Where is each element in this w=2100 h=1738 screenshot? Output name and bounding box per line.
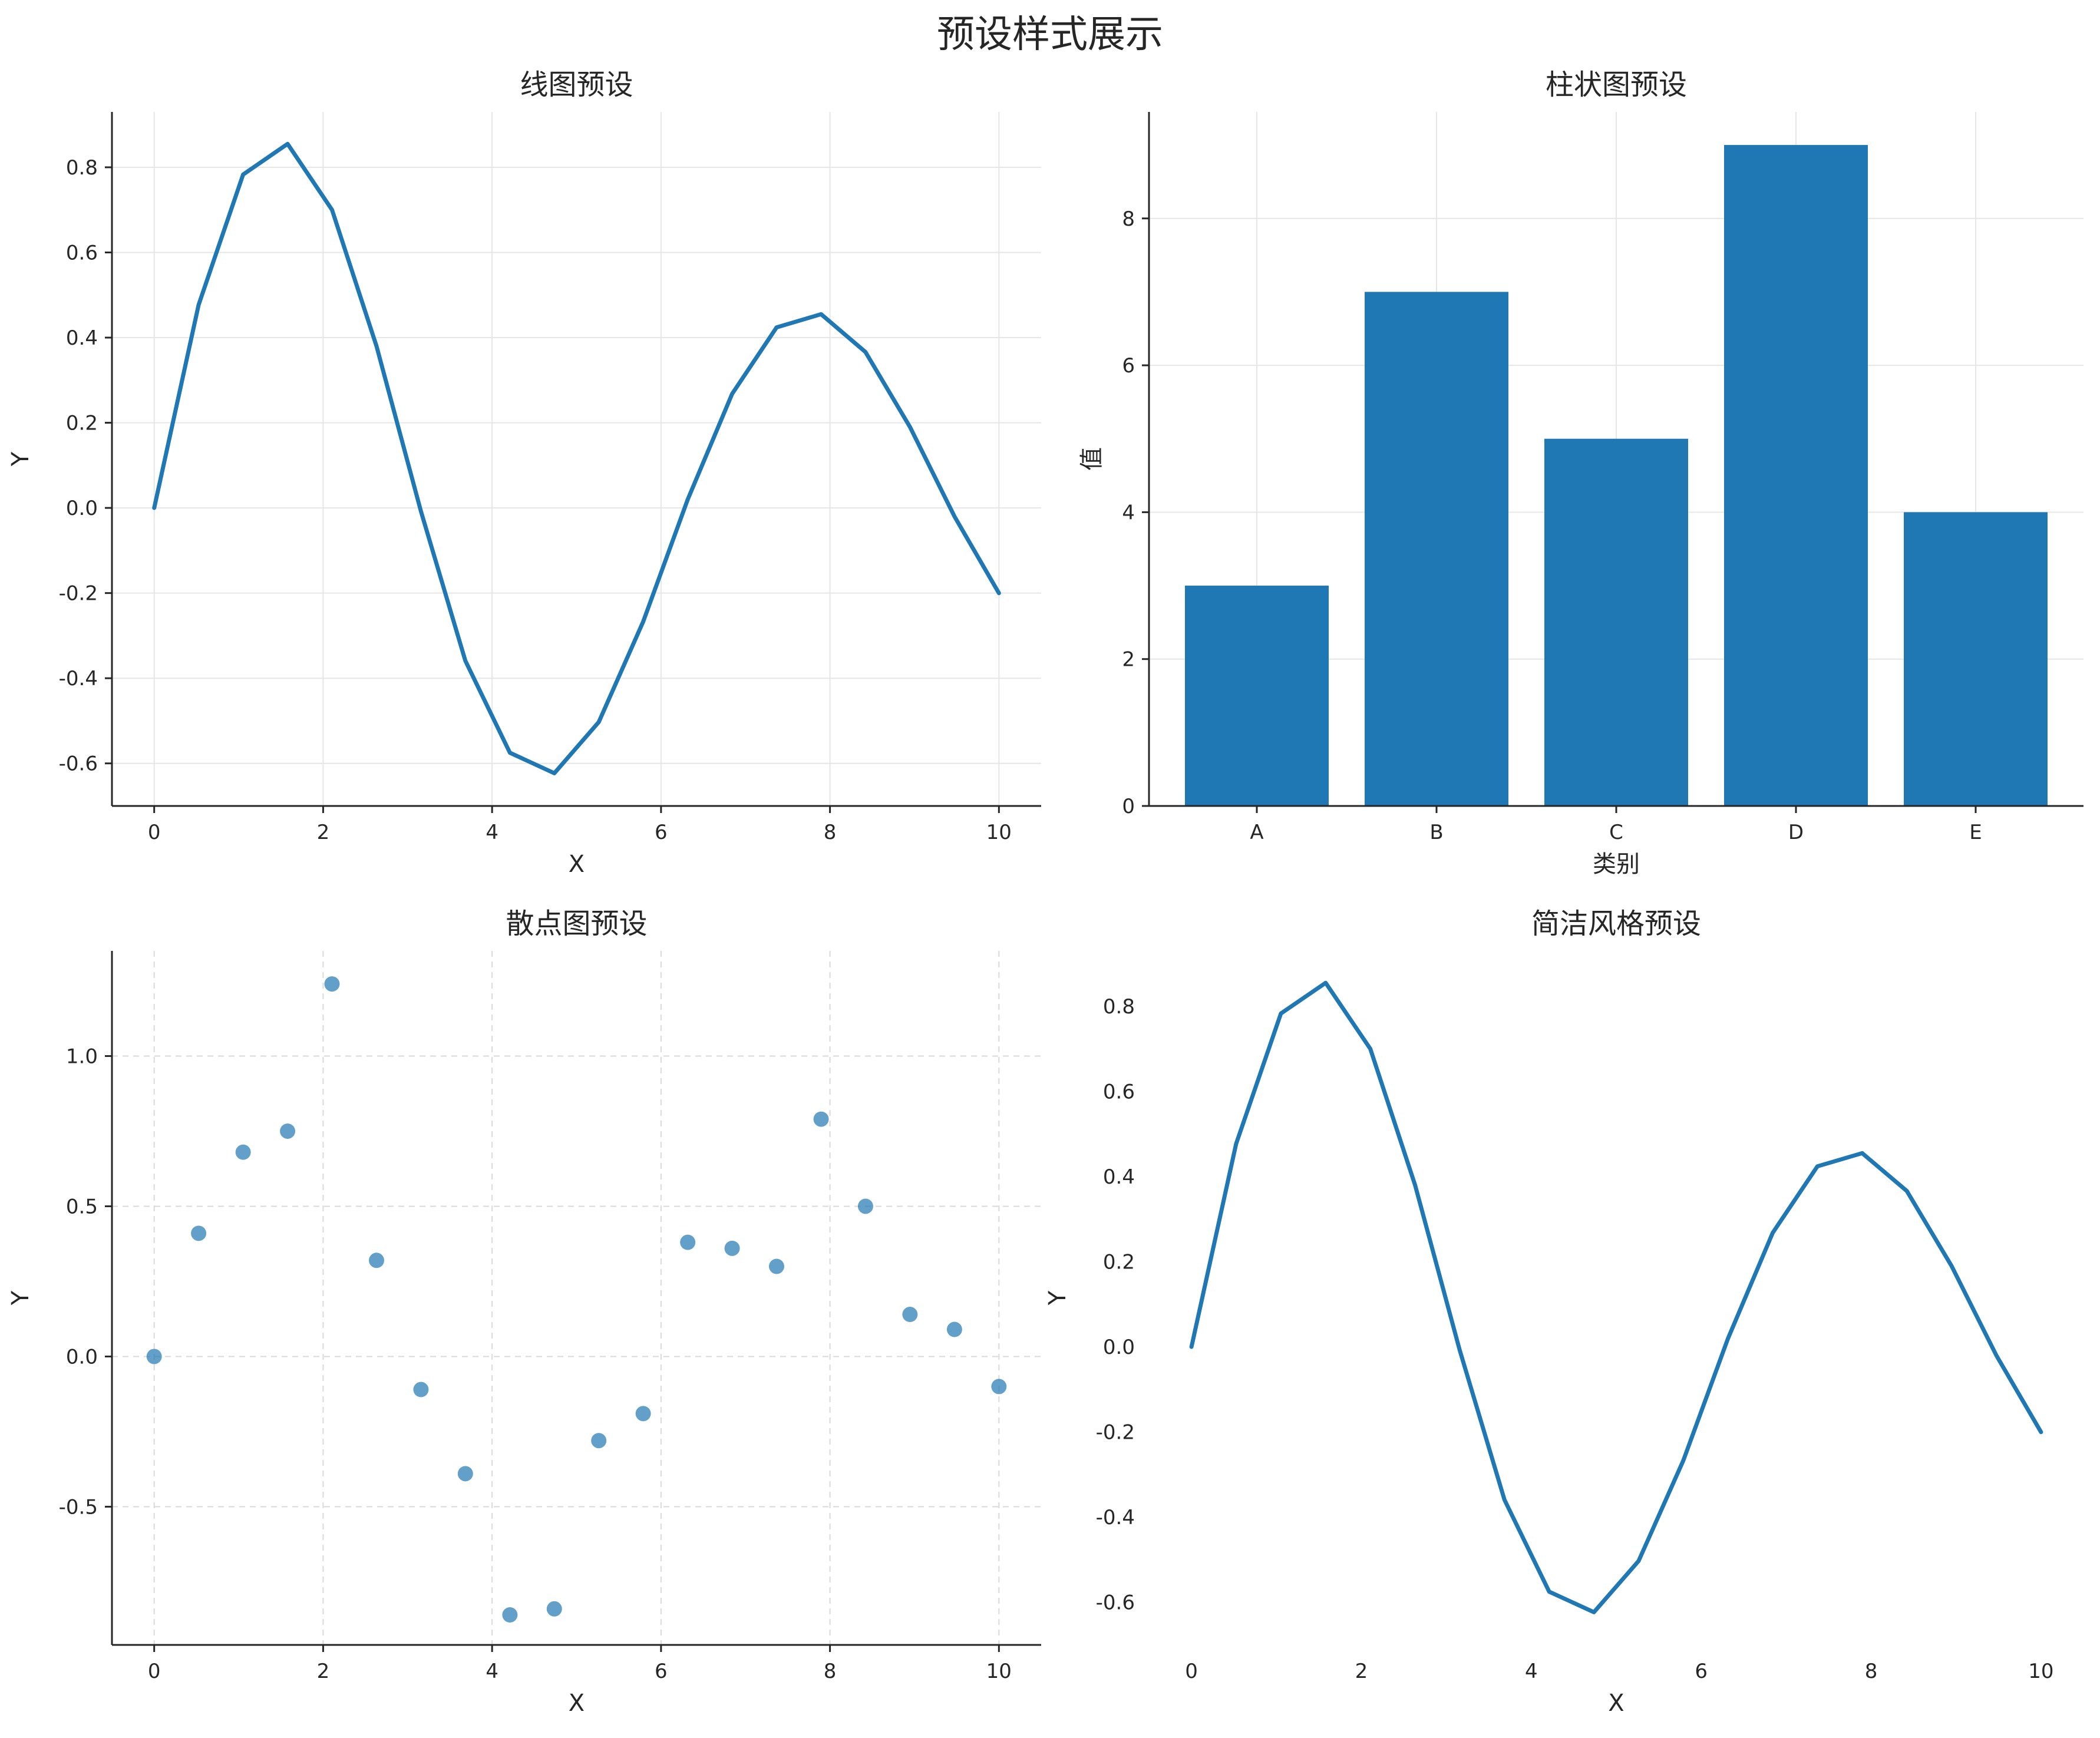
scatter-point (546, 1601, 562, 1617)
series-line (152, 141, 1001, 775)
x-tick-label: 8 (824, 1660, 837, 1683)
x-tick-label: 4 (486, 1660, 498, 1683)
y-tick-label: 0.8 (1103, 995, 1135, 1019)
bar-D (1724, 145, 1868, 807)
x-tick-label: 8 (824, 821, 837, 844)
chart-panel-4: 简洁风格预设 0 2 4 6 8 10 -0.6 -0.4 -0.2 0.0 0.2 0.4 0.6 0.8… (1044, 907, 2054, 1717)
scatter-point (591, 1433, 607, 1449)
y-axis-label: Y (1044, 1290, 1071, 1306)
y-tick-label: 0.8 (66, 156, 98, 180)
x-tick-label: 2 (317, 821, 330, 844)
scatter-point (902, 1307, 918, 1323)
y-tick-label: 8 (1122, 207, 1135, 231)
bar-C (1544, 438, 1688, 806)
x-tick-label: 6 (1695, 1660, 1708, 1683)
x-axis-label: X (569, 851, 585, 878)
chart-title: 散点图预设 (506, 907, 647, 940)
x-axis-label: X (569, 1690, 585, 1717)
scatter-point (369, 1253, 385, 1268)
y-axis-label: 值 (1078, 447, 1105, 471)
chart-title: 简洁风格预设 (1531, 907, 1701, 940)
y-tick-label: 2 (1122, 648, 1135, 672)
chart-panel-2: 柱状图预设 A B C D E 0 2 4 6 8 类别 值 (1078, 68, 2084, 878)
x-tick-label: 6 (655, 1660, 668, 1683)
scatter-point (502, 1607, 518, 1623)
y-tick-label: 0.0 (1103, 1336, 1135, 1359)
y-tick-label: 0.5 (66, 1195, 98, 1218)
scatter-point (857, 1198, 873, 1214)
scatter-point (457, 1466, 473, 1482)
y-tick-label: 0.6 (1103, 1080, 1135, 1103)
x-tick-label: 4 (1525, 1660, 1538, 1683)
y-tick-label: 1.0 (66, 1045, 98, 1068)
bar-A (1185, 586, 1329, 806)
y-tick-label: 0.2 (66, 412, 98, 435)
x-axis-label: X (1608, 1690, 1624, 1717)
scatter-point (191, 1225, 207, 1241)
y-axis-label: Y (7, 1290, 34, 1306)
x-tick-label: D (1788, 821, 1804, 844)
bar-E (1904, 512, 2048, 806)
x-tick-label: 10 (986, 821, 1012, 844)
y-tick-label: 0.4 (1103, 1165, 1135, 1189)
x-tick-label: C (1609, 821, 1623, 844)
x-axis-label: 类别 (1593, 851, 1640, 878)
scatter-point (635, 1406, 651, 1422)
chart-panel-1: 线图预设 0 2 4 6 8 10 -0.6 -0.4 -0.2 0.0 0.2 0.4 0.6 0.8 X Y (7, 68, 1041, 878)
y-tick-label: 0.0 (66, 1345, 98, 1369)
scatter-point (324, 976, 340, 992)
y-tick-label: 0.4 (66, 326, 98, 350)
x-tick-label: 6 (655, 821, 668, 844)
scatter-point (680, 1234, 696, 1250)
y-axis-label: Y (7, 451, 34, 467)
x-tick-label: E (1969, 821, 1982, 844)
scatter-point (813, 1111, 829, 1127)
y-tick-label: -0.4 (59, 667, 98, 690)
scatter-point (413, 1382, 429, 1397)
bar-B (1365, 292, 1508, 806)
y-tick-label: -0.5 (59, 1495, 98, 1519)
scatter-point (235, 1144, 251, 1160)
x-tick-label: 0 (1185, 1660, 1198, 1683)
series-line (1189, 980, 2043, 1614)
y-tick-label: -0.6 (59, 752, 98, 776)
scatter-point (991, 1379, 1007, 1395)
y-tick-label: -0.2 (1096, 1421, 1135, 1445)
scatter-point (724, 1240, 740, 1256)
y-tick-label: 0.6 (66, 241, 98, 265)
x-tick-label: 8 (1865, 1660, 1878, 1683)
chart-panels: 线图预设 0 2 4 6 8 10 -0.6 -0.4 -0.2 0.0 0.2 0.4 0.6 0.8 X Y… (7, 68, 2084, 1717)
x-tick-label: 2 (317, 1660, 330, 1683)
y-tick-label: 0.2 (1103, 1251, 1135, 1274)
chart-title: 线图预设 (520, 68, 633, 101)
y-tick-label: 6 (1122, 354, 1135, 378)
scatter-point (768, 1258, 784, 1274)
y-tick-label: -0.6 (1096, 1591, 1135, 1615)
x-tick-label: 4 (486, 821, 498, 844)
y-tick-label: -0.2 (59, 582, 98, 606)
scatter-point (146, 1349, 162, 1364)
x-tick-label: B (1429, 821, 1443, 844)
y-tick-label: 0 (1122, 795, 1135, 818)
scatter-point (946, 1321, 962, 1337)
x-tick-label: A (1250, 821, 1263, 844)
x-tick-label: 10 (986, 1660, 1012, 1683)
y-tick-label: 4 (1122, 501, 1135, 524)
x-tick-label: 2 (1355, 1660, 1368, 1683)
x-tick-label: 0 (148, 1660, 161, 1683)
chart-title: 柱状图预设 (1546, 68, 1687, 101)
scatter-point (280, 1123, 296, 1139)
chart-panel-3: 散点图预设 0 2 4 6 8 10 -0.5 0.0 0.5 1.0 X Y (7, 907, 1041, 1717)
x-tick-label: 0 (148, 821, 161, 844)
figure-title: 预设样式展示 (937, 13, 1163, 57)
x-tick-label: 10 (2028, 1660, 2053, 1683)
y-tick-label: -0.4 (1096, 1506, 1135, 1529)
y-tick-label: 0.0 (66, 497, 98, 520)
